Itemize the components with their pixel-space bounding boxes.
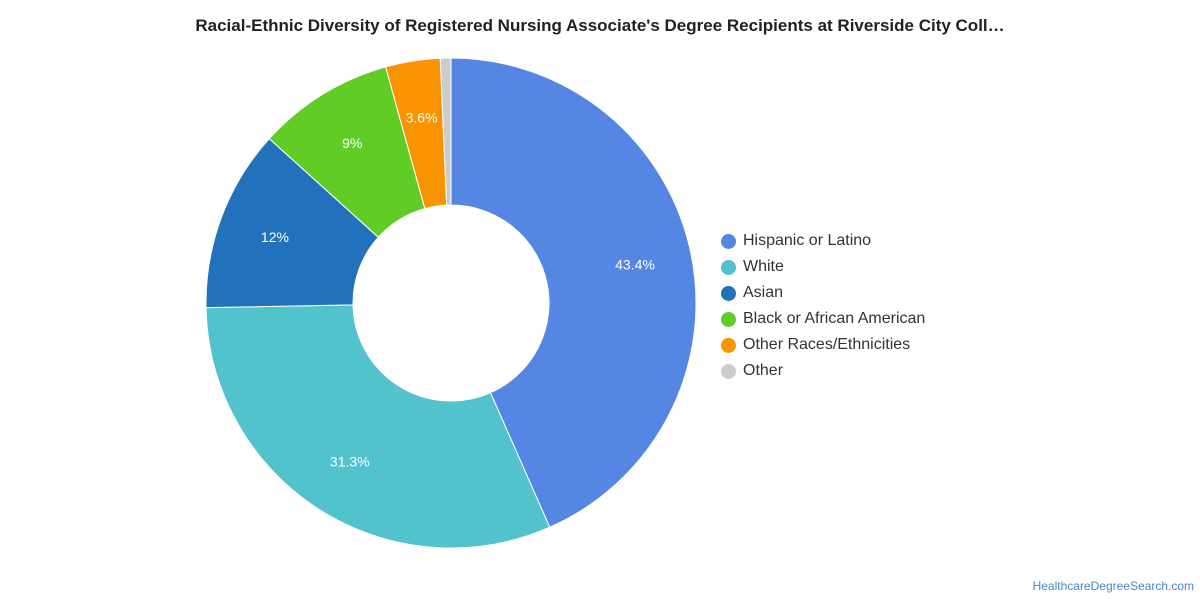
data-label-hispanic-or-latino: 43.4% bbox=[615, 256, 655, 272]
data-label-black-or-african-american: 9% bbox=[342, 135, 362, 151]
legend-label: Asian bbox=[743, 284, 784, 301]
data-label-asian: 12% bbox=[261, 229, 289, 245]
legend-item-other-races-ethnicities[interactable]: Other Races/Ethnicities bbox=[721, 332, 1021, 358]
legend-item-white[interactable]: White bbox=[721, 254, 1021, 280]
legend-swatch bbox=[721, 311, 736, 327]
legend-label: White bbox=[743, 258, 784, 275]
legend: Hispanic or Latino White Asian Black or Afr… bbox=[721, 228, 1021, 384]
data-label-white: 31.3% bbox=[330, 453, 370, 469]
legend-label: Hispanic or Latino bbox=[743, 232, 872, 249]
legend-item-black-or-african-american[interactable]: Black or African American bbox=[721, 306, 1021, 332]
slice-other[interactable] bbox=[439, 57, 452, 206]
legend-label: Black or African American bbox=[743, 310, 926, 327]
legend-swatch bbox=[721, 363, 736, 379]
chart-title: Racial-Ethnic Diversity of Registered Nu… bbox=[195, 16, 1005, 35]
legend-swatch bbox=[721, 259, 736, 275]
slice-hispanic-or-latino[interactable] bbox=[450, 57, 697, 528]
data-labels-group: 43.4% 31.3% 12% 9% 3.6% bbox=[261, 109, 655, 469]
slices-group bbox=[205, 57, 697, 549]
legend-item-hispanic-or-latino[interactable]: Hispanic or Latino bbox=[721, 228, 1021, 254]
source-link[interactable]: HealthcareDegreeSearch.com bbox=[1032, 579, 1194, 593]
legend-item-other[interactable]: Other bbox=[721, 358, 1021, 384]
legend-swatch bbox=[721, 233, 736, 249]
legend-label: Other Races/Ethnicities bbox=[743, 336, 911, 353]
data-label-other-races-ethnicities: 3.6% bbox=[406, 109, 438, 125]
slice-asian[interactable] bbox=[205, 137, 380, 309]
legend-swatch bbox=[721, 285, 736, 301]
legend-label: Other bbox=[743, 362, 784, 379]
legend-swatch bbox=[721, 337, 736, 353]
slice-white[interactable] bbox=[205, 304, 551, 549]
legend-item-asian[interactable]: Asian bbox=[721, 280, 1021, 306]
